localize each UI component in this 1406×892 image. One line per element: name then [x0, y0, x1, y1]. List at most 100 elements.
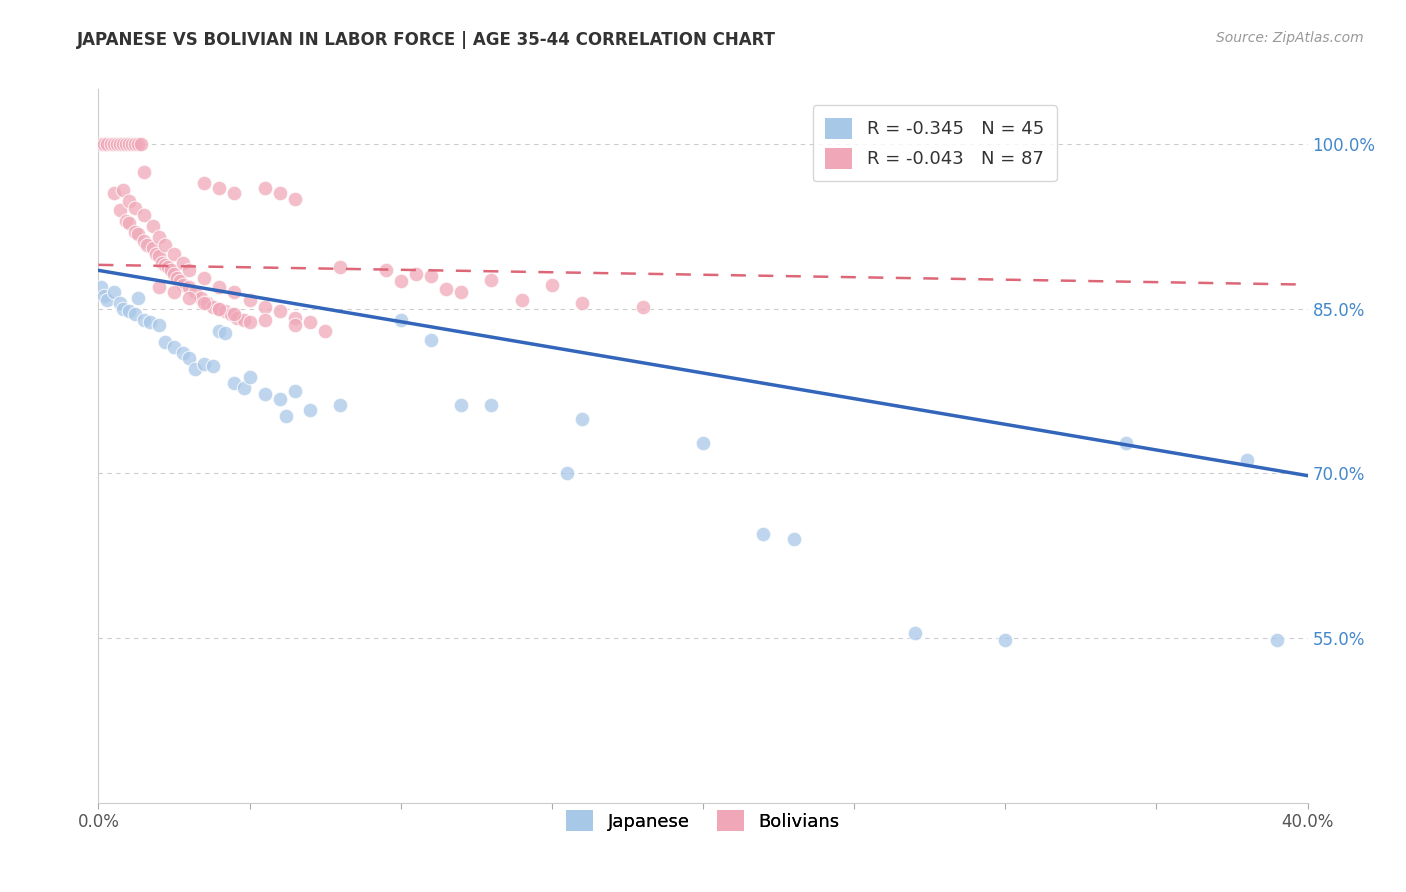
Point	[571, 411, 593, 425]
Point	[193, 357, 215, 371]
Point	[239, 315, 262, 329]
Point	[253, 300, 276, 314]
Point	[90, 280, 112, 294]
Point	[253, 181, 276, 195]
Point	[132, 209, 155, 223]
Point	[121, 137, 143, 152]
Point	[184, 285, 207, 300]
Point	[184, 362, 207, 376]
Point	[540, 277, 562, 292]
Point	[224, 285, 246, 300]
Point	[299, 402, 322, 417]
Point	[314, 324, 336, 338]
Point	[253, 387, 276, 401]
Point	[127, 291, 149, 305]
Point	[129, 137, 152, 152]
Point	[214, 304, 236, 318]
Point	[96, 137, 118, 152]
Point	[284, 384, 307, 398]
Point	[124, 201, 146, 215]
Point	[994, 633, 1017, 648]
Point	[420, 268, 443, 283]
Point	[145, 247, 167, 261]
Text: Source: ZipAtlas.com: Source: ZipAtlas.com	[1216, 31, 1364, 45]
Point	[221, 307, 243, 321]
Point	[163, 340, 186, 354]
Point	[195, 296, 218, 310]
Point	[179, 291, 201, 305]
Point	[208, 301, 231, 316]
Point	[481, 273, 503, 287]
Point	[510, 293, 533, 307]
Text: JAPANESE VS BOLIVIAN IN LABOR FORCE | AGE 35-44 CORRELATION CHART: JAPANESE VS BOLIVIAN IN LABOR FORCE | AG…	[77, 31, 776, 49]
Point	[108, 137, 131, 152]
Point	[179, 351, 201, 366]
Point	[111, 137, 134, 152]
Point	[208, 280, 231, 294]
Point	[163, 267, 186, 281]
Point	[132, 164, 155, 178]
Point	[127, 227, 149, 241]
Point	[1267, 633, 1289, 648]
Point	[172, 277, 194, 292]
Point	[269, 186, 291, 201]
Point	[555, 467, 578, 481]
Point	[329, 260, 352, 274]
Point	[96, 293, 118, 307]
Point	[374, 263, 396, 277]
Point	[166, 271, 188, 285]
Point	[202, 359, 225, 373]
Point	[208, 181, 231, 195]
Point	[405, 267, 427, 281]
Point	[193, 176, 215, 190]
Point	[90, 137, 112, 152]
Point	[193, 271, 215, 285]
Legend: Japanese, Bolivians: Japanese, Bolivians	[554, 797, 852, 844]
Point	[208, 301, 231, 316]
Point	[224, 186, 246, 201]
Point	[93, 288, 115, 302]
Point	[148, 249, 170, 263]
Point	[103, 285, 125, 300]
Point	[150, 255, 173, 269]
Point	[420, 333, 443, 347]
Point	[571, 296, 593, 310]
Point	[111, 183, 134, 197]
Point	[692, 435, 714, 450]
Point	[118, 137, 141, 152]
Point	[163, 247, 186, 261]
Point	[299, 315, 322, 329]
Point	[269, 392, 291, 406]
Point	[232, 312, 254, 326]
Point	[108, 202, 131, 217]
Point	[124, 137, 146, 152]
Point	[148, 230, 170, 244]
Point	[132, 312, 155, 326]
Point	[202, 300, 225, 314]
Point	[389, 274, 412, 288]
Point	[114, 214, 136, 228]
Point	[284, 192, 307, 206]
Point	[904, 625, 927, 640]
Point	[139, 315, 162, 329]
Point	[153, 238, 176, 252]
Point	[124, 225, 146, 239]
Point	[193, 296, 215, 310]
Point	[239, 293, 262, 307]
Point	[135, 238, 157, 252]
Point	[172, 345, 194, 359]
Point	[179, 280, 201, 294]
Point	[118, 304, 141, 318]
Point	[118, 194, 141, 209]
Point	[163, 285, 186, 300]
Point	[142, 219, 165, 234]
Point	[148, 280, 170, 294]
Point	[124, 307, 146, 321]
Point	[284, 310, 307, 325]
Point	[169, 274, 191, 288]
Point	[142, 241, 165, 255]
Point	[224, 376, 246, 391]
Point	[148, 318, 170, 333]
Point	[153, 334, 176, 349]
Point	[1236, 453, 1258, 467]
